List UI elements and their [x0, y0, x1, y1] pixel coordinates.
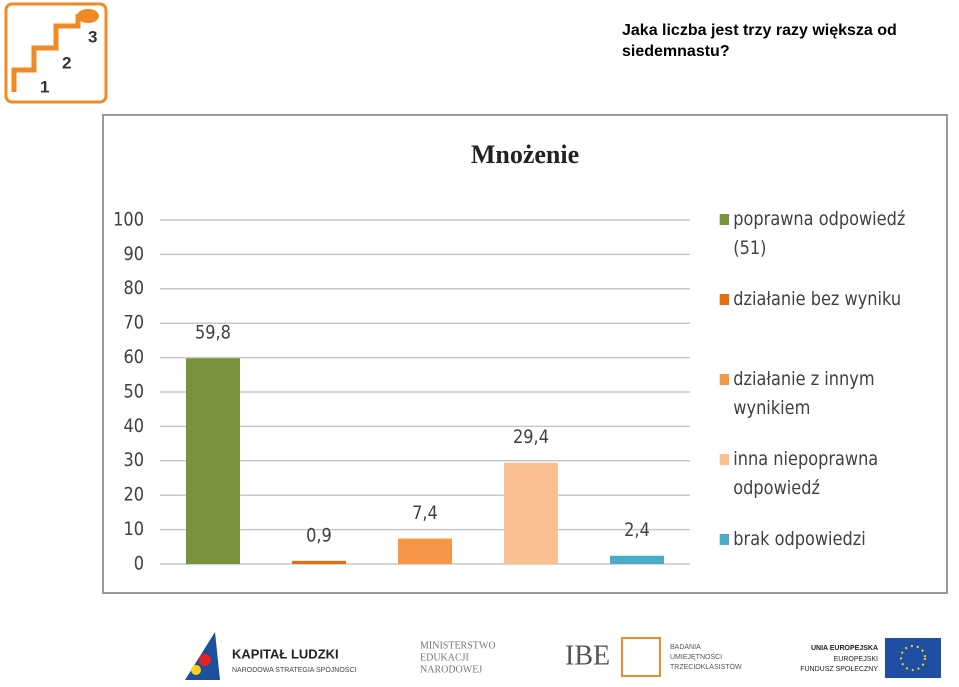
- y-tick-label: 30: [123, 450, 144, 472]
- top-logo: 1 2 3: [4, 2, 108, 104]
- legend-label: brak odpowiedzi: [733, 528, 866, 550]
- logo-digit: 2: [62, 53, 71, 72]
- ibe-line: UMIEJĘTNOŚCI: [670, 652, 722, 661]
- ue-line: UNIA EUROPEJSKA: [811, 645, 878, 652]
- value-label: 2,4: [624, 520, 650, 542]
- y-tick-label: 100: [113, 209, 144, 231]
- legend: poprawna odpowiedź (51) działanie bez wyn…: [718, 205, 943, 605]
- y-tick-label: 60: [123, 347, 144, 369]
- y-tick-label: 50: [123, 381, 144, 403]
- legend-swatch: [719, 214, 730, 225]
- legend-item: działanie z innym wynikiem: [718, 365, 937, 445]
- ue-line: FUNDUSZ SPOŁECZNY: [800, 666, 878, 673]
- logo-digit: 3: [88, 27, 97, 46]
- y-tick-label: 70: [123, 312, 144, 334]
- kl-title: KAPITAŁ LUDZKI: [232, 646, 339, 661]
- y-tick-label: 20: [123, 484, 144, 506]
- kl-dot: [199, 654, 211, 666]
- legend-swatch: [719, 534, 730, 545]
- ue-line: EUROPEJSKI: [834, 656, 878, 663]
- bar: [610, 555, 664, 564]
- y-tick-label: 10: [123, 519, 144, 541]
- eu-stars: [900, 645, 926, 671]
- y-tick-label: 0: [134, 553, 144, 575]
- kl-dot: [191, 665, 201, 675]
- bar: [398, 538, 452, 564]
- eu-flag: [885, 638, 941, 678]
- ibe-mark: [621, 637, 661, 677]
- value-label: 0,9: [306, 525, 332, 547]
- logo-frame: [4, 2, 108, 104]
- kl-subtitle: NARODOWA STRATEGIA SPÓJNOŚCI: [232, 665, 357, 674]
- bar: [292, 560, 346, 564]
- legend-item: inna niepoprawna odpowiedź: [718, 445, 937, 525]
- value-label: 29,4: [513, 427, 549, 449]
- legend-label: działanie bez wyniku: [733, 288, 902, 310]
- legend-swatch: [719, 374, 730, 385]
- y-tick-label: 80: [123, 278, 144, 300]
- question: Jaka liczba jest trzy razy większa od si…: [622, 22, 897, 60]
- value-label: 59,8: [195, 323, 231, 345]
- footer-logos: KAPITAŁ LUDZKI NARODOWA STRATEGIA SPÓJNO…: [185, 632, 941, 680]
- y-tick-label: 40: [123, 416, 144, 438]
- ibe-line: BADANIA: [670, 644, 701, 651]
- legend-label: działanie z innym wynikiem: [733, 368, 875, 419]
- y-tick-label: 90: [123, 244, 144, 266]
- legend-swatch: [719, 454, 730, 465]
- legend-label: poprawna odpowiedź (51): [733, 208, 906, 259]
- legend-label: inna niepoprawna odpowiedź: [733, 448, 879, 499]
- bar: [186, 358, 240, 564]
- chart-title: Mnożenie: [471, 140, 579, 169]
- ibe-line: TRZECIOKLASISTÓW: [670, 662, 742, 671]
- legend-item: brak odpowiedzi: [718, 525, 937, 605]
- legend-item: działanie bez wyniku: [718, 285, 937, 365]
- legend-swatch: [719, 294, 730, 305]
- legend-item: poprawna odpowiedź (51): [718, 205, 937, 285]
- men-line: MINISTERSTWO: [420, 640, 496, 651]
- plot: 0 10 20 30 40 50 60 70 80 90 100 59,8 0,9 7,4 29,4 2,4: [113, 209, 690, 575]
- men-line: EDUKACJI: [420, 652, 469, 663]
- logo-snake-head: [77, 9, 99, 23]
- bar: [504, 462, 558, 564]
- men-line: NARODOWEJ: [420, 664, 482, 675]
- ibe-title: IBE: [565, 640, 610, 671]
- logo-stairs: [11, 14, 81, 92]
- value-label: 7,4: [412, 503, 438, 525]
- logo-digit: 1: [40, 77, 49, 96]
